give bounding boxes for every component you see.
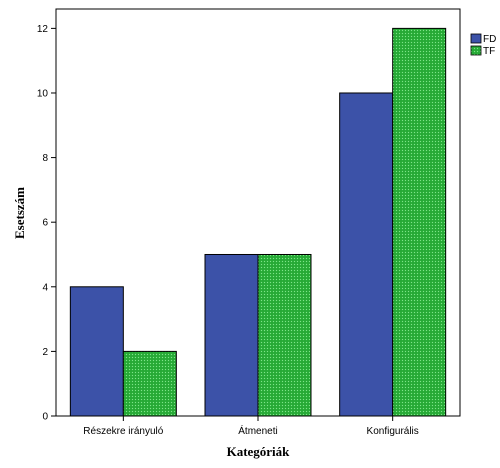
x-axis: Részekre irányuló Átmeneti Konfigurális xyxy=(83,416,419,437)
legend-label-fd: FD xyxy=(483,34,496,45)
legend-swatch-fd xyxy=(470,33,482,44)
plot-border xyxy=(55,8,461,417)
bar-tf-3 xyxy=(392,27,447,417)
bar-fd-2 xyxy=(204,253,259,417)
bar-fd-1 xyxy=(69,286,124,417)
y-tick-label: 12 xyxy=(37,24,49,35)
y-tick-label: 4 xyxy=(42,282,48,293)
y-axis-title: Esetszám xyxy=(12,187,27,239)
x-axis-title: Kategóriák xyxy=(227,444,291,459)
y-axis: 0 2 4 6 8 10 12 xyxy=(37,24,56,423)
y-tick-label: 2 xyxy=(42,347,48,358)
legend-label-tf: TF xyxy=(483,46,495,57)
y-tick-label: 8 xyxy=(42,153,48,164)
bars-layer xyxy=(69,27,447,417)
y-tick-label: 6 xyxy=(42,218,48,229)
x-tick-label: Részekre irányuló xyxy=(83,426,163,437)
bar-tf-1 xyxy=(122,350,177,417)
legend-swatch-tf xyxy=(470,45,482,56)
y-tick-label: 0 xyxy=(42,412,48,423)
bar-tf-2 xyxy=(257,253,312,417)
x-tick-label: Átmeneti xyxy=(238,424,277,437)
bar-fd-3 xyxy=(339,92,394,417)
x-tick-label: Konfigurális xyxy=(367,426,419,437)
y-tick-label: 10 xyxy=(37,88,49,99)
